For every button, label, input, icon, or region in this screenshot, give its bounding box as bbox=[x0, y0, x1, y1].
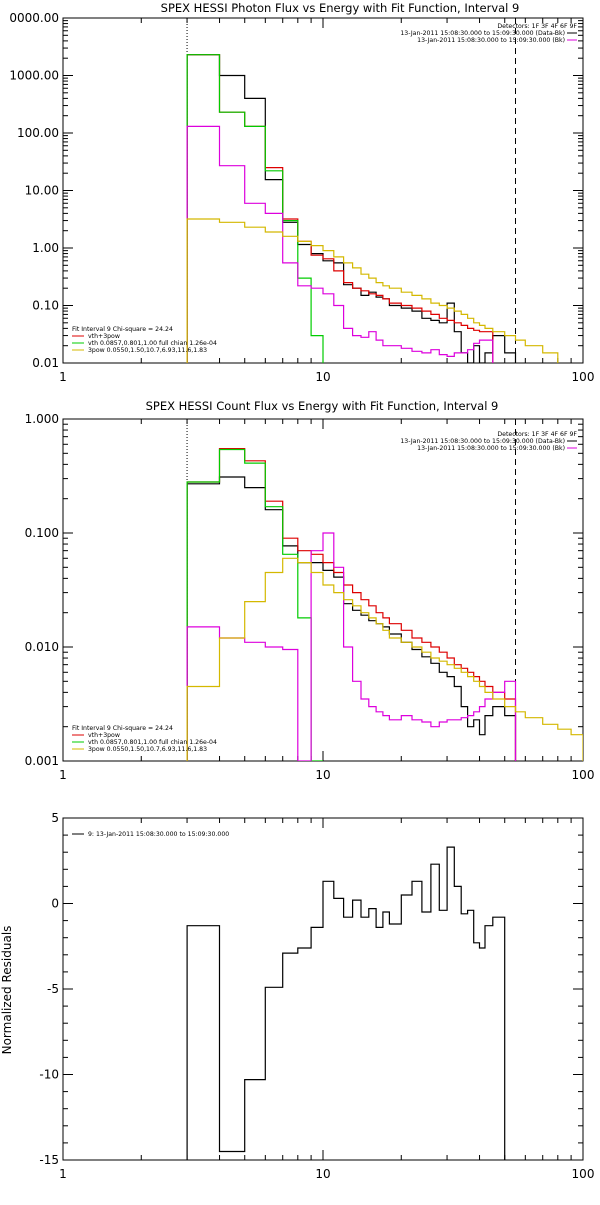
legend-entry: Fit Interval 9 Chi-square = 24.24 bbox=[72, 725, 173, 732]
chart-title: SPEX HESSI Count Flux vs Energy with Fit… bbox=[146, 399, 499, 413]
series-2-line bbox=[186, 448, 323, 761]
legend: 9: 13-Jan-2011 15:08:30.000 to 15:09:30.… bbox=[72, 831, 229, 838]
vertical-lines bbox=[186, 419, 516, 761]
series-group bbox=[186, 54, 559, 363]
legend: Fit Interval 9 Chi-square = 24.24vth+3po… bbox=[72, 725, 217, 753]
y-tick-label: 5 bbox=[51, 811, 59, 825]
photon-flux-panel: SPEX HESSI Photon Flux vs Energy with Fi… bbox=[9, 1, 594, 384]
series-4-line bbox=[186, 218, 559, 363]
y-tick-label: 0.01 bbox=[32, 356, 59, 370]
count-flux-panel: SPEX HESSI Count Flux vs Energy with Fit… bbox=[25, 399, 595, 782]
y-tick-label: 0.100 bbox=[25, 526, 59, 540]
y-tick-label: 0.001 bbox=[25, 754, 59, 768]
legend-entry: vth 0.0857,0.801,1.00 full chian 1.26e-0… bbox=[88, 739, 217, 746]
x-tick-label: 100 bbox=[572, 370, 595, 384]
x-axis: 1 10 100 bbox=[59, 419, 594, 782]
legend-entry: Fit Interval 9 Chi-square = 24.24 bbox=[72, 326, 173, 333]
y-tick-label: 1.000 bbox=[25, 412, 59, 426]
x-tick-label: 10 bbox=[315, 370, 330, 384]
legend-entry: 3pow 0.0550,1.50,10.7,6.93,11.6,1.83 bbox=[88, 746, 207, 753]
y-tick-label: 0 bbox=[51, 897, 59, 911]
series-2-line bbox=[186, 54, 324, 363]
y-axis: 0.001 0.010 0.100 1.000 bbox=[25, 412, 583, 768]
x-tick-label: 1 bbox=[59, 370, 67, 384]
y-tick-label: 0.10 bbox=[32, 299, 59, 313]
legend-entry: 3pow 0.0550,1.50,10.7,6.93,11.6,1.83 bbox=[88, 347, 207, 354]
legend-entry: 9: 13-Jan-2011 15:08:30.000 to 15:09:30.… bbox=[88, 831, 229, 838]
plot-area bbox=[62, 17, 584, 364]
y-tick-label: 1000.00 bbox=[9, 69, 59, 83]
y-tick-label: 1.00 bbox=[32, 241, 59, 255]
y-tick-label: 100.00 bbox=[17, 126, 59, 140]
header-line: Detectors: 1F 3F 4F 6F 9F bbox=[497, 431, 577, 438]
series-group bbox=[186, 846, 506, 1160]
y-tick-label: 0000.00 bbox=[9, 11, 59, 25]
header-line: Detectors: 1F 3F 4F 6F 9F bbox=[497, 23, 577, 30]
residuals-panel: Normalized Residuals -15 -10 -5 0 5 1 10 100 9… bbox=[0, 811, 594, 1181]
y-tick-label: -5 bbox=[47, 982, 59, 996]
header-line: 13-Jan-2011 15:08:30.000 to 15:09:30.000… bbox=[400, 438, 565, 445]
x-tick-label: 100 bbox=[572, 1167, 595, 1181]
series-0-line bbox=[186, 846, 506, 1160]
series-0-line bbox=[186, 54, 517, 363]
x-tick-label: 100 bbox=[572, 768, 595, 782]
x-tick-label: 10 bbox=[315, 1167, 330, 1181]
y-axis: -15 -10 -5 0 5 bbox=[39, 811, 583, 1167]
header-line: 13-Jan-2011 15:08:30.000 to 15:09:30.000… bbox=[417, 445, 565, 452]
y-tick-label: -15 bbox=[39, 1153, 59, 1167]
series-3-line bbox=[186, 532, 517, 761]
x-tick-label: 10 bbox=[315, 768, 330, 782]
y-axis-label: Normalized Residuals bbox=[0, 926, 14, 1055]
series-group bbox=[186, 448, 583, 761]
header-line: 13-Jan-2011 15:08:30.000 to 15:09:30.000… bbox=[417, 37, 565, 44]
series-4-line bbox=[186, 557, 583, 761]
legend: Fit Interval 9 Chi-square = 24.24vth+3po… bbox=[72, 326, 217, 354]
y-tick-label: 10.00 bbox=[25, 184, 59, 198]
y-tick-label: 0.010 bbox=[25, 640, 59, 654]
legend-entry: vth+3pow bbox=[88, 333, 120, 340]
series-3-line bbox=[186, 125, 494, 363]
header-line: 13-Jan-2011 15:08:30.000 to 15:09:30.000… bbox=[400, 30, 565, 37]
series-1-line bbox=[186, 448, 517, 761]
legend-entry: vth+3pow bbox=[88, 732, 120, 739]
y-tick-label: -10 bbox=[39, 1068, 59, 1082]
series-0-line bbox=[186, 476, 517, 761]
x-tick-label: 1 bbox=[59, 768, 67, 782]
series-1-line bbox=[186, 54, 494, 363]
y-axis: 0.01 0.10 1.00 10.00 100.00 1000.00 0000.00 bbox=[9, 11, 583, 370]
chart-title: SPEX HESSI Photon Flux vs Energy with Fi… bbox=[161, 1, 520, 15]
x-tick-label: 1 bbox=[59, 1167, 67, 1181]
x-axis: 1 10 100 bbox=[59, 818, 594, 1181]
legend-entry: vth 0.0857,0.801,1.00 full chian 1.26e-0… bbox=[88, 340, 217, 347]
vertical-lines bbox=[186, 18, 516, 363]
